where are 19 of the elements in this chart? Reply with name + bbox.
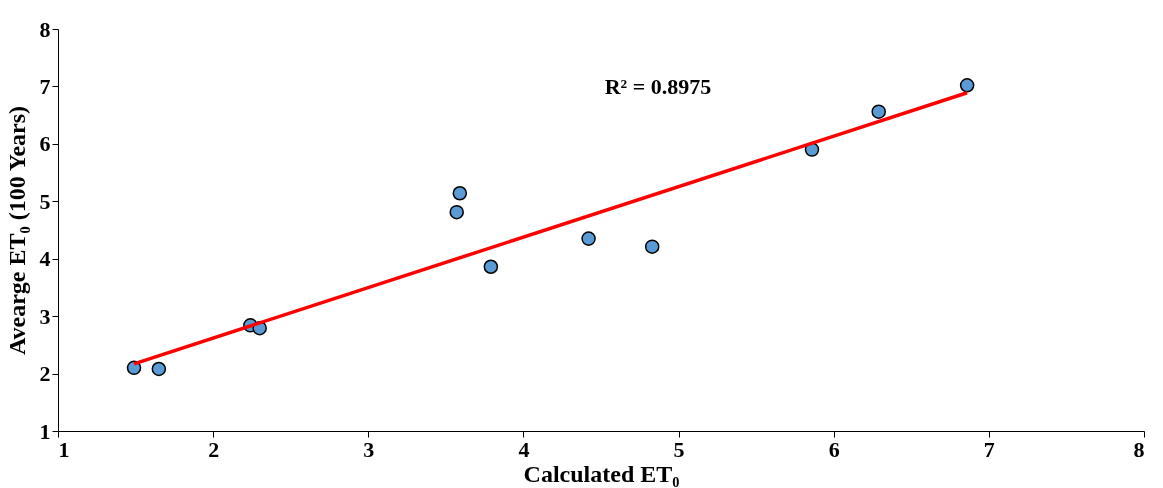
x-axis-title: Calculated ET₀ bbox=[523, 460, 680, 487]
y-tick-label: 2 bbox=[39, 361, 51, 387]
y-axis-title: Avearge ET₀ (100 Years) bbox=[3, 105, 30, 356]
x-tick-label: 8 bbox=[1133, 436, 1145, 462]
x-tick-label: 7 bbox=[983, 436, 995, 462]
x-tick-label: 1 bbox=[58, 436, 70, 462]
y-tick-label: 5 bbox=[39, 188, 51, 214]
x-tick-label: 6 bbox=[828, 436, 840, 462]
annotation: R² = 0.8975 bbox=[604, 74, 712, 99]
y-tick-label: 1 bbox=[39, 418, 51, 444]
y-tick-label: 4 bbox=[39, 246, 51, 272]
y-tick-label: 8 bbox=[39, 16, 51, 42]
x-tick-label: 5 bbox=[673, 436, 685, 462]
y-tick-label: 3 bbox=[39, 303, 51, 329]
x-tick-label: 2 bbox=[208, 436, 220, 462]
y-tick-label: 7 bbox=[39, 73, 51, 99]
y-tick-label: 6 bbox=[39, 131, 51, 157]
x-tick-label: 4 bbox=[518, 436, 530, 462]
x-tick-label: 3 bbox=[363, 436, 375, 462]
